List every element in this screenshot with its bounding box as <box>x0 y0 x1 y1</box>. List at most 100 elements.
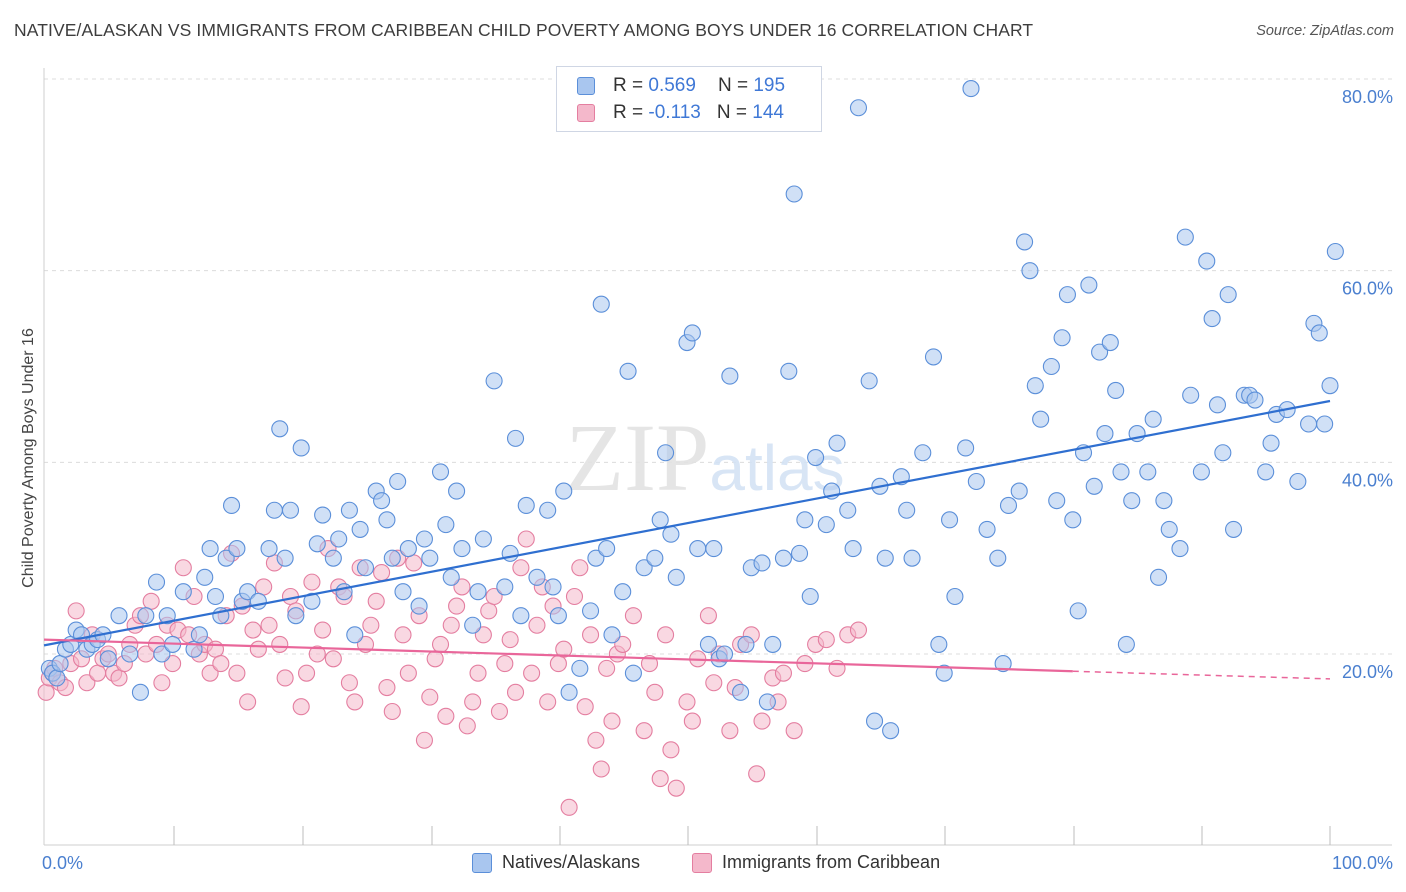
natives-point-162 <box>1112 463 1130 481</box>
natives-point-159 <box>1096 425 1114 443</box>
natives-point-29 <box>222 496 241 515</box>
natives-point-2 <box>48 669 66 687</box>
caribbean-point-0 <box>37 683 55 701</box>
natives-point-180 <box>1225 520 1243 538</box>
natives-point-152 <box>1058 286 1076 304</box>
caribbean-point-105 <box>592 760 610 778</box>
natives-point-84 <box>592 295 610 313</box>
natives-point-104 <box>732 683 750 701</box>
natives-point-58 <box>410 597 428 615</box>
natives-point-134 <box>935 664 953 682</box>
natives-point-171 <box>1171 540 1189 558</box>
caribbean-point-106 <box>598 659 616 677</box>
n-value: 144 <box>752 102 784 123</box>
natives-point-60 <box>421 549 439 567</box>
natives-point-192 <box>1316 415 1334 433</box>
natives-point-136 <box>946 587 964 606</box>
natives-point-153 <box>1064 511 1082 529</box>
watermark-zip: ZIP <box>565 404 709 511</box>
caribbean-point-136 <box>817 631 835 649</box>
natives-point-163 <box>1117 635 1135 653</box>
natives-point-54 <box>383 549 401 567</box>
natives-point-193 <box>1321 377 1339 395</box>
natives-point-87 <box>614 583 632 601</box>
natives-point-169 <box>1155 492 1173 510</box>
natives-point-114 <box>796 511 814 529</box>
natives-point-103 <box>721 367 739 385</box>
natives-point-89 <box>624 664 642 682</box>
caribbean-point-27 <box>174 559 192 577</box>
y-tick-label-80: 80.0% <box>1342 87 1393 107</box>
natives-point-64 <box>448 482 466 500</box>
natives-point-75 <box>528 568 546 586</box>
natives-point-80 <box>560 683 578 701</box>
natives-point-173 <box>1182 386 1200 404</box>
natives-point-99 <box>699 635 717 653</box>
bottom-legend-caribbean: Immigrants from Caribbean <box>692 852 940 873</box>
pink-swatch <box>577 104 595 122</box>
natives-point-111 <box>780 362 798 380</box>
natives-point-122 <box>849 99 868 117</box>
natives-point-184 <box>1257 463 1275 481</box>
caribbean-point-62 <box>362 616 380 634</box>
natives-point-33 <box>249 592 267 610</box>
natives-point-47 <box>340 501 358 519</box>
caribbean-point-100 <box>565 587 584 606</box>
natives-point-72 <box>506 429 525 447</box>
natives-point-35 <box>265 501 283 519</box>
caribbean-point-103 <box>581 626 600 644</box>
caribbean-point-109 <box>614 635 632 653</box>
caribbean-point-112 <box>640 655 659 673</box>
caribbean-point-119 <box>683 712 701 730</box>
caribbean-point-121 <box>699 607 717 625</box>
natives-point-85 <box>598 540 616 558</box>
caribbean-point-111 <box>635 722 653 740</box>
trend-line-caribbean <box>43 638 1073 673</box>
caribbean-point-102 <box>576 698 594 716</box>
y-tick-label-60: 60.0% <box>1342 279 1393 299</box>
natives-point-40 <box>292 439 310 457</box>
natives-point-129 <box>898 501 916 519</box>
natives-point-108 <box>758 693 776 711</box>
caribbean-point-113 <box>646 683 664 701</box>
watermark: ZIPatlas <box>565 404 844 511</box>
caribbean-point-51 <box>303 573 321 591</box>
natives-point-26 <box>206 587 225 606</box>
natives-point-32 <box>239 583 257 601</box>
caribbean-point-82 <box>469 664 487 682</box>
natives-point-77 <box>544 578 562 596</box>
trend-lines <box>43 399 1331 680</box>
caribbean-point-83 <box>474 626 492 644</box>
caribbean-point-91 <box>517 530 535 548</box>
natives-point-62 <box>437 516 455 534</box>
natives-point-16 <box>137 607 155 625</box>
natives-point-135 <box>941 511 959 529</box>
natives-point-183 <box>1246 391 1264 409</box>
natives-point-17 <box>147 573 166 591</box>
natives-point-133 <box>930 635 948 653</box>
natives-point-23 <box>190 626 208 644</box>
r-label: R = <box>613 102 644 123</box>
natives-point-132 <box>924 348 943 366</box>
tick-labels: 20.0% 40.0% 60.0% 80.0% 0.0% 100.0% <box>42 87 1393 873</box>
caribbean-point-43 <box>260 616 278 634</box>
legend-row-caribbean: R = -0.113 N = 144 <box>577 101 784 125</box>
natives-point-119 <box>828 434 846 452</box>
natives-point-56 <box>394 583 412 601</box>
caribbean-point-116 <box>662 741 680 759</box>
natives-point-160 <box>1101 333 1119 352</box>
natives-point-21 <box>174 583 192 601</box>
r-value: -0.113 <box>648 102 701 123</box>
natives-point-25 <box>201 540 219 558</box>
caribbean-point-37 <box>228 664 246 682</box>
caribbean-point-32 <box>201 664 219 682</box>
natives-point-88 <box>619 362 637 380</box>
caribbean-point-59 <box>346 693 364 711</box>
natives-point-105 <box>737 635 755 653</box>
caribbean-point-79 <box>453 578 471 596</box>
caribbean-point-110 <box>624 607 642 625</box>
natives-point-168 <box>1149 568 1168 586</box>
trend-line-natives <box>43 399 1331 647</box>
legend-row-natives: R = 0.569 N = 195 <box>577 74 785 98</box>
natives-point-126 <box>876 549 894 567</box>
